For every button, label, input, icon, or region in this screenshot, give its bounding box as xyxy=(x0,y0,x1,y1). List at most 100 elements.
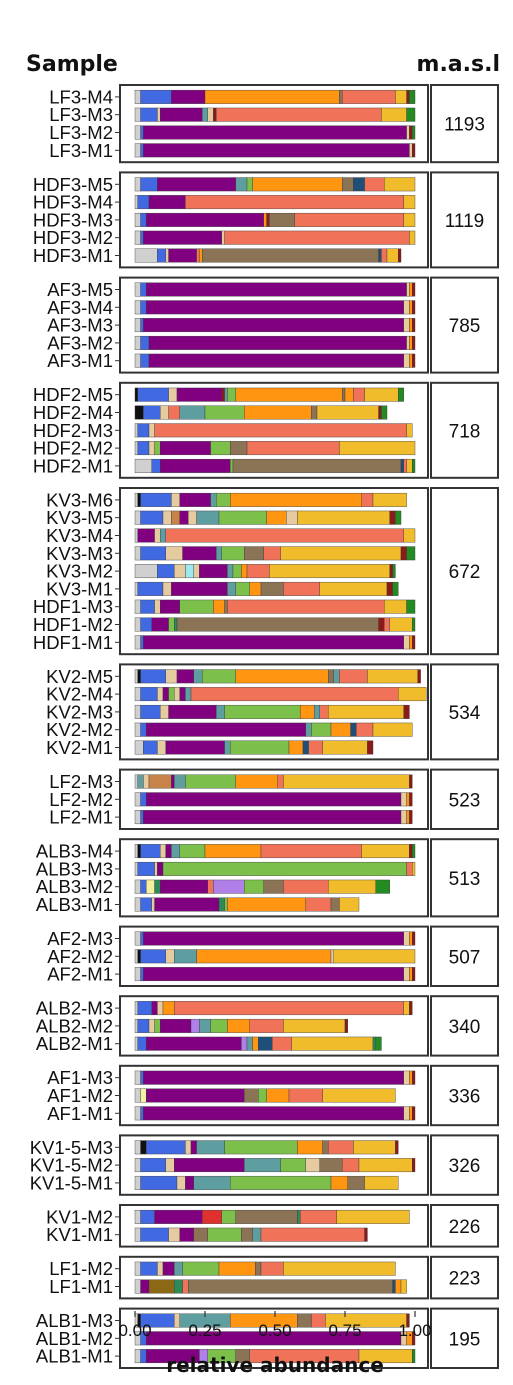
bar-row: KV3-M5 xyxy=(46,507,402,528)
bar-segment xyxy=(263,212,267,227)
bar-segment xyxy=(218,510,267,525)
sample-label: KV2-M1 xyxy=(46,737,113,758)
sample-label: LF1-M1 xyxy=(49,1276,113,1297)
bar-segment xyxy=(140,931,144,946)
bar-segment xyxy=(159,1018,192,1033)
bar-segment xyxy=(344,1018,348,1033)
bar-segment xyxy=(319,704,329,719)
bar-segment xyxy=(381,405,388,420)
bar-segment xyxy=(417,669,421,684)
bar-segment xyxy=(140,599,155,614)
sample-label: KV3-M2 xyxy=(46,561,113,582)
bar-row: ALB1-M2 xyxy=(36,1328,416,1349)
bar-row: HDF2-M5 xyxy=(33,384,405,405)
bar-segment xyxy=(412,353,416,368)
bar-segment xyxy=(210,1018,228,1033)
bar-segment xyxy=(213,599,225,614)
bar-segment xyxy=(134,282,141,297)
bar-segment xyxy=(165,844,172,859)
bar-segment xyxy=(165,949,175,964)
bar-segment xyxy=(249,1018,284,1033)
bar-segment xyxy=(134,125,141,140)
bar-segment xyxy=(173,1313,180,1328)
elevation-strip xyxy=(430,1064,499,1127)
bar-segment xyxy=(159,528,166,543)
bar-segment xyxy=(173,617,178,632)
bar-segment xyxy=(134,844,138,859)
bar-segment xyxy=(193,1227,209,1242)
bar-segment xyxy=(235,387,343,402)
bar-segment xyxy=(151,617,169,632)
bar-segment xyxy=(364,177,385,192)
bar-segment xyxy=(145,300,405,315)
bar-segment xyxy=(143,931,404,946)
bar-segment xyxy=(148,441,155,456)
bar-segment xyxy=(137,1001,153,1016)
bar-segment xyxy=(412,125,416,140)
bar-segment xyxy=(185,1140,192,1155)
bar-segment xyxy=(412,300,416,315)
bar-segment xyxy=(140,282,147,297)
bar-row: HDF2-M3 xyxy=(33,420,413,441)
bar-segment xyxy=(157,564,175,579)
bar-segment xyxy=(241,1227,253,1242)
bar-segment xyxy=(157,177,236,192)
bar-segment xyxy=(171,774,175,789)
sample-label: HDF1-M2 xyxy=(33,614,113,635)
bar-segment xyxy=(185,774,236,789)
bar-segment xyxy=(333,669,340,684)
elevation-label: 523 xyxy=(449,790,481,811)
bar-segment xyxy=(140,212,147,227)
bar-segment xyxy=(330,722,351,737)
bar-segment xyxy=(409,318,413,333)
elevation-strip xyxy=(430,925,499,987)
bar-row: LF2-M2 xyxy=(49,789,413,810)
bar-segment xyxy=(266,1088,290,1103)
bar-segment xyxy=(173,687,180,702)
bar-segment xyxy=(224,897,228,912)
bar-segment xyxy=(339,669,368,684)
bar-segment xyxy=(134,195,138,210)
bar-segment xyxy=(134,740,144,755)
bar-row: AF3-M4 xyxy=(47,297,416,318)
sample-label: HDF3-M4 xyxy=(33,192,113,213)
bar-segment xyxy=(190,687,399,702)
sample-label: ALB1-M1 xyxy=(36,1346,113,1367)
elevation-label: 785 xyxy=(449,316,481,337)
bar-segment xyxy=(403,300,410,315)
elevation-strip xyxy=(430,768,499,830)
bar-segment xyxy=(173,774,186,789)
bar-segment xyxy=(140,125,144,140)
bar-segment xyxy=(204,89,340,104)
bar-segment xyxy=(140,669,167,684)
bar-segment xyxy=(134,528,138,543)
bar-segment xyxy=(140,143,144,158)
bar-segment xyxy=(400,1279,407,1294)
bar-segment xyxy=(406,792,410,807)
bar-segment xyxy=(196,1140,225,1155)
bar-segment xyxy=(134,177,141,192)
bar-segment xyxy=(409,635,413,650)
bar-segment xyxy=(140,318,144,333)
bar-segment xyxy=(190,1018,200,1033)
bar-segment xyxy=(165,248,169,263)
bar-segment xyxy=(367,740,374,755)
bar-segment xyxy=(280,1158,307,1173)
bar-segment xyxy=(347,1175,365,1190)
bar-segment xyxy=(159,405,169,420)
sample-label: KV1-5-M2 xyxy=(30,1155,113,1176)
x-axis-label: relative abundance xyxy=(166,1353,384,1377)
sample-label: KV1-5-M3 xyxy=(30,1137,113,1158)
bar-segment xyxy=(134,1001,138,1016)
bar-segment xyxy=(311,722,332,737)
bar-segment xyxy=(229,458,234,473)
column-header-elevation: m.a.s.l xyxy=(417,52,500,77)
sample-label: HDF2-M4 xyxy=(33,402,113,423)
bar-segment xyxy=(221,546,245,561)
bar-segment xyxy=(171,510,180,525)
bar-segment xyxy=(173,1279,183,1294)
bar-segment xyxy=(134,861,138,876)
